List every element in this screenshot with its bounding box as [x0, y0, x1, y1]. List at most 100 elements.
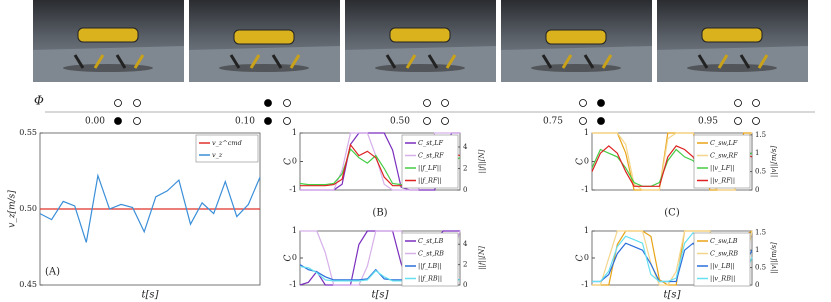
foot-contact [579, 99, 587, 107]
y-tick-label: 1 [584, 128, 589, 137]
robot-leg [583, 54, 595, 69]
robot-leg [385, 54, 397, 69]
foot-contact [752, 117, 760, 125]
y-tick-label: 0 [584, 253, 589, 262]
foot-contact [283, 117, 291, 125]
legend-label: ||v_LB|| [710, 262, 735, 270]
photo-floor [501, 46, 652, 82]
robot-body [389, 27, 451, 43]
chart-panel: -1 0 1 0 2 4 C ||f||[N] t[s] C_st,LB C_st,RB ||f_LB… [284, 226, 487, 301]
y-axis-label: C [284, 158, 294, 165]
y2-tick-label: 0.5 [755, 264, 766, 272]
robot-leg [289, 54, 301, 69]
photo-floor [33, 46, 184, 82]
foot-contact [441, 117, 449, 125]
y-tick-label: 0 [292, 157, 297, 166]
y2-tick-label: 0.5 [755, 168, 766, 176]
robot-body [545, 29, 607, 45]
y2-tick-label: 4 [463, 240, 468, 248]
foot-contact [441, 99, 449, 107]
foot-contact [264, 99, 272, 107]
series-line [592, 132, 753, 191]
phase-value: 0.50 [390, 117, 410, 127]
robot-leg [541, 54, 553, 69]
y-tick-label: 1 [292, 226, 297, 235]
legend-label: C_st,RF [418, 152, 444, 160]
panel-label: (A) [45, 267, 60, 278]
robot-leg [445, 54, 457, 69]
foot-contact [133, 117, 141, 125]
legend-label: C_st,RB [418, 250, 444, 258]
y2-axis-label: ||v||[m/s] [770, 146, 778, 178]
x-axis-label: t[s] [664, 290, 681, 301]
phase-value: 0.75 [543, 117, 563, 127]
legend-box [195, 134, 259, 163]
robot-leg [115, 54, 127, 69]
x-axis-label: t[s] [142, 290, 159, 301]
robot-leg [229, 54, 241, 69]
y-tick-label: 0.45 [19, 280, 37, 289]
y-tick-label: -1 [289, 280, 297, 289]
foot-contact [423, 117, 431, 125]
y2-tick-label: 2 [463, 261, 467, 269]
y-axis-label: C [576, 158, 586, 165]
y-tick-label: -1 [581, 185, 589, 194]
legend-box [693, 134, 751, 189]
y2-tick-label: 0 [463, 281, 467, 289]
chart-panel: 0.45 0.50 0.55 v_z[m/s] t[s] (A) v_z^cmd v_z [8, 128, 261, 301]
y-tick-label: -1 [581, 280, 589, 289]
y-axis-label: C [284, 254, 294, 261]
y2-tick-label: 1 [755, 246, 759, 254]
y-tick-label: 0.50 [19, 204, 37, 213]
phase-value: 0.95 [698, 117, 718, 127]
legend-label: ||f_LF|| [418, 164, 441, 172]
x-axis-label: t[s] [372, 290, 389, 301]
legend-label: C_sw,LF [710, 139, 738, 147]
photo-floor [657, 46, 808, 82]
legend-label: C_sw,LB [710, 237, 738, 245]
foot-contact [597, 117, 605, 125]
y-tick-label: -1 [289, 185, 297, 194]
y2-axis-label: ||v||[m/s] [770, 242, 778, 274]
y-axis-label: v_z[m/s] [8, 190, 18, 228]
y2-axis-label: ||f||[N] [478, 149, 486, 173]
photo-floor [189, 46, 340, 82]
legend-label: C_sw,RB [710, 250, 738, 258]
robot-leg [717, 54, 729, 69]
phase-value: 0.00 [85, 117, 105, 127]
photo-floor [345, 46, 496, 82]
foot-contact [597, 99, 605, 107]
robot-leg [739, 54, 751, 69]
foot-contact [752, 99, 760, 107]
robot-leg [601, 54, 613, 69]
legend-label: ||f_RF|| [418, 177, 442, 185]
panel-label: (C) [664, 208, 680, 219]
legend-box [401, 232, 459, 287]
chart-panel: -1 0 1 0 0.5 1 1.5 C ||v||[m/s] (C) C_sw,LF C_sw,RF… [576, 128, 779, 219]
robot-shadow [375, 64, 465, 72]
robot-leg [73, 54, 85, 69]
y2-tick-label: 0 [755, 186, 759, 194]
y-tick-label: 1 [292, 128, 297, 137]
legend-label: ||v_LF|| [710, 164, 735, 172]
robot-leg [697, 54, 709, 69]
y2-axis-label: ||f||[N] [478, 246, 486, 270]
foot-contact [579, 117, 587, 125]
y2-tick-label: 1.5 [755, 131, 766, 139]
robot-leg [249, 54, 261, 69]
y2-tick-label: 1 [755, 149, 759, 157]
y2-tick-label: 4 [463, 143, 468, 151]
foot-contact [264, 117, 272, 125]
foot-contact [114, 117, 122, 125]
robot-leg [405, 54, 417, 69]
legend-label: C_sw,RF [710, 152, 738, 160]
robot-shadow [687, 64, 777, 72]
robot-shadow [63, 64, 153, 72]
phase-value: 0.10 [235, 117, 255, 127]
foot-contact [133, 99, 141, 107]
panel-label: (B) [372, 208, 387, 219]
robot-shadow [219, 64, 309, 72]
foot-contact [283, 99, 291, 107]
legend-box [693, 232, 751, 287]
